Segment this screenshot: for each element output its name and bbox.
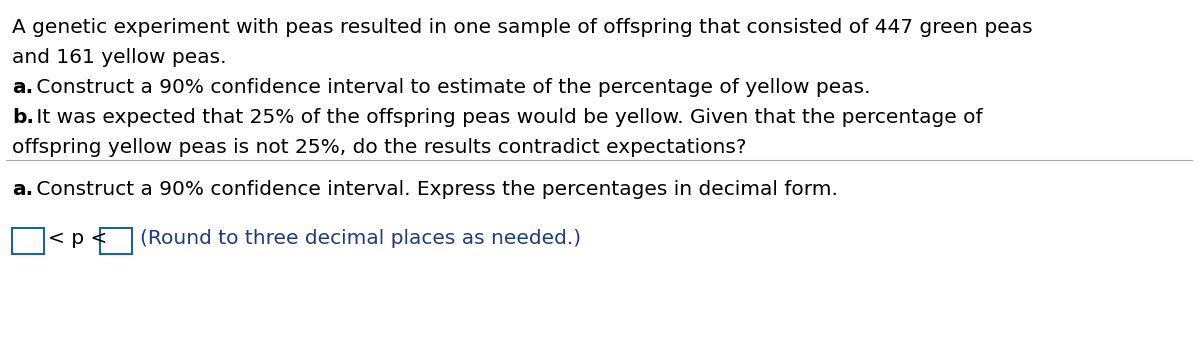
Bar bbox=[12, 228, 44, 254]
Text: Construct a 90% confidence interval to estimate of the percentage of yellow peas: Construct a 90% confidence interval to e… bbox=[30, 78, 871, 97]
Text: b.: b. bbox=[12, 108, 34, 127]
Text: a.: a. bbox=[12, 78, 34, 97]
Text: a.: a. bbox=[12, 180, 34, 199]
Text: and 161 yellow peas.: and 161 yellow peas. bbox=[12, 48, 226, 67]
Text: offspring yellow peas is not 25%, do the results contradict expectations?: offspring yellow peas is not 25%, do the… bbox=[12, 138, 746, 157]
Bar bbox=[99, 228, 132, 254]
Text: Construct a 90% confidence interval. Express the percentages in decimal form.: Construct a 90% confidence interval. Exp… bbox=[30, 180, 837, 199]
Text: It was expected that 25% of the offspring peas would be yellow. Given that the p: It was expected that 25% of the offsprin… bbox=[30, 108, 982, 127]
Text: < p <: < p < bbox=[48, 229, 108, 248]
Text: (Round to three decimal places as needed.): (Round to three decimal places as needed… bbox=[140, 229, 581, 248]
Text: A genetic experiment with peas resulted in one sample of offspring that consiste: A genetic experiment with peas resulted … bbox=[12, 18, 1033, 37]
